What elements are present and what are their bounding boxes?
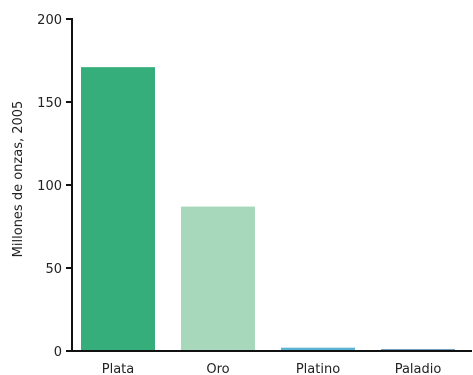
- bar-platino: [281, 347, 355, 350]
- bars-group: [81, 67, 455, 352]
- y-tick-label: 150: [37, 96, 62, 111]
- x-tick-label-oro: Oro: [206, 362, 229, 375]
- y-tick-label: 200: [37, 13, 62, 28]
- x-tick-label-platino: Platino: [296, 362, 340, 375]
- x-tick-label-plata: Plata: [102, 362, 134, 375]
- y-tick-label: 0: [54, 345, 62, 360]
- y-tick-label: 50: [45, 262, 62, 277]
- y-axis-title: Millones de onzas, 2005: [11, 101, 26, 258]
- x-axis-labels: Plata Oro Platino Paladio: [102, 362, 442, 375]
- bar-oro: [181, 206, 255, 350]
- bar-plata: [81, 67, 155, 350]
- x-tick-label-paladio: Paladio: [395, 362, 442, 375]
- y-axis-ticks: 0 50 100 150 200: [37, 13, 72, 360]
- y-tick-label: 100: [37, 179, 62, 194]
